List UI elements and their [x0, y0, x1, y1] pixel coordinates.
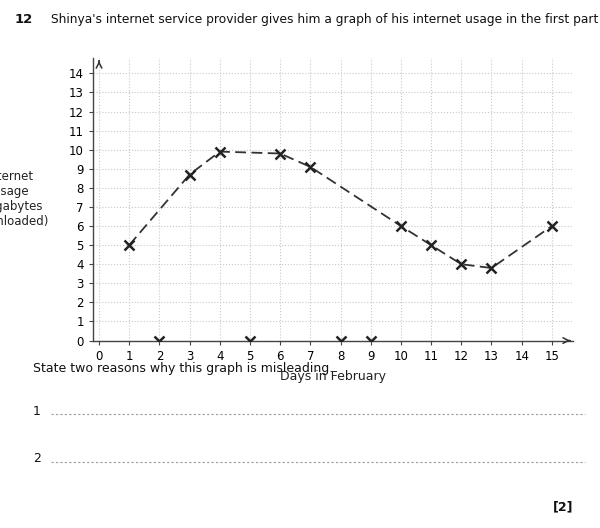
Text: State two reasons why this graph is misleading.: State two reasons why this graph is misl… [33, 362, 333, 375]
Text: 2: 2 [33, 452, 41, 465]
Y-axis label: Internet
usage
(Gigabytes
downloaded): Internet usage (Gigabytes downloaded) [0, 171, 49, 228]
Text: Shinya's internet service provider gives him a graph of his internet usage in th: Shinya's internet service provider gives… [51, 13, 600, 26]
Text: 1: 1 [33, 405, 41, 418]
X-axis label: Days in February: Days in February [280, 370, 386, 382]
Text: [2]: [2] [553, 500, 573, 513]
Text: 12: 12 [15, 13, 33, 26]
